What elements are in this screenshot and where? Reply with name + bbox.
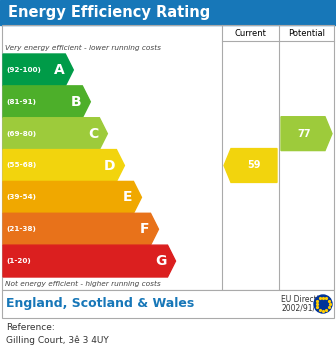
Bar	[2, 25, 334, 290]
Bar	[0, 0, 336, 25]
Text: England, Scotland & Wales: England, Scotland & Wales	[6, 297, 194, 311]
Polygon shape	[3, 245, 175, 277]
Polygon shape	[3, 213, 159, 245]
Text: A: A	[53, 63, 64, 77]
Text: 59: 59	[247, 160, 261, 170]
Text: F: F	[140, 222, 150, 236]
Circle shape	[314, 295, 332, 313]
Polygon shape	[3, 86, 90, 118]
Text: C: C	[88, 127, 98, 141]
Text: Current: Current	[235, 28, 266, 38]
Text: (92-100): (92-100)	[6, 67, 41, 73]
Text: B: B	[71, 95, 81, 109]
Text: Potential: Potential	[288, 28, 325, 38]
Text: G: G	[155, 254, 167, 268]
Polygon shape	[3, 149, 124, 181]
Text: (21-38): (21-38)	[6, 226, 36, 232]
Text: Gilling Court, 3ê 3 4UY: Gilling Court, 3ê 3 4UY	[6, 335, 109, 345]
Text: (81-91): (81-91)	[6, 99, 36, 105]
Polygon shape	[224, 149, 277, 182]
Polygon shape	[3, 54, 73, 86]
Text: (1-20): (1-20)	[6, 258, 31, 264]
Text: (69-80): (69-80)	[6, 131, 36, 137]
Text: (55-68): (55-68)	[6, 163, 36, 169]
Polygon shape	[281, 117, 332, 151]
Text: E: E	[123, 190, 132, 204]
Text: 77: 77	[297, 129, 311, 139]
Text: Reference:: Reference:	[6, 322, 55, 332]
Text: EU Directive: EU Directive	[281, 295, 328, 304]
Text: Very energy efficient - lower running costs: Very energy efficient - lower running co…	[5, 44, 161, 50]
Text: Energy Efficiency Rating: Energy Efficiency Rating	[8, 5, 210, 20]
Text: (39-54): (39-54)	[6, 194, 36, 200]
Text: 2002/91/EC: 2002/91/EC	[281, 304, 325, 313]
Text: Not energy efficient - higher running costs: Not energy efficient - higher running co…	[5, 280, 161, 286]
Bar	[2, 290, 334, 318]
Polygon shape	[3, 181, 141, 213]
Polygon shape	[3, 118, 108, 149]
Text: D: D	[104, 158, 115, 173]
